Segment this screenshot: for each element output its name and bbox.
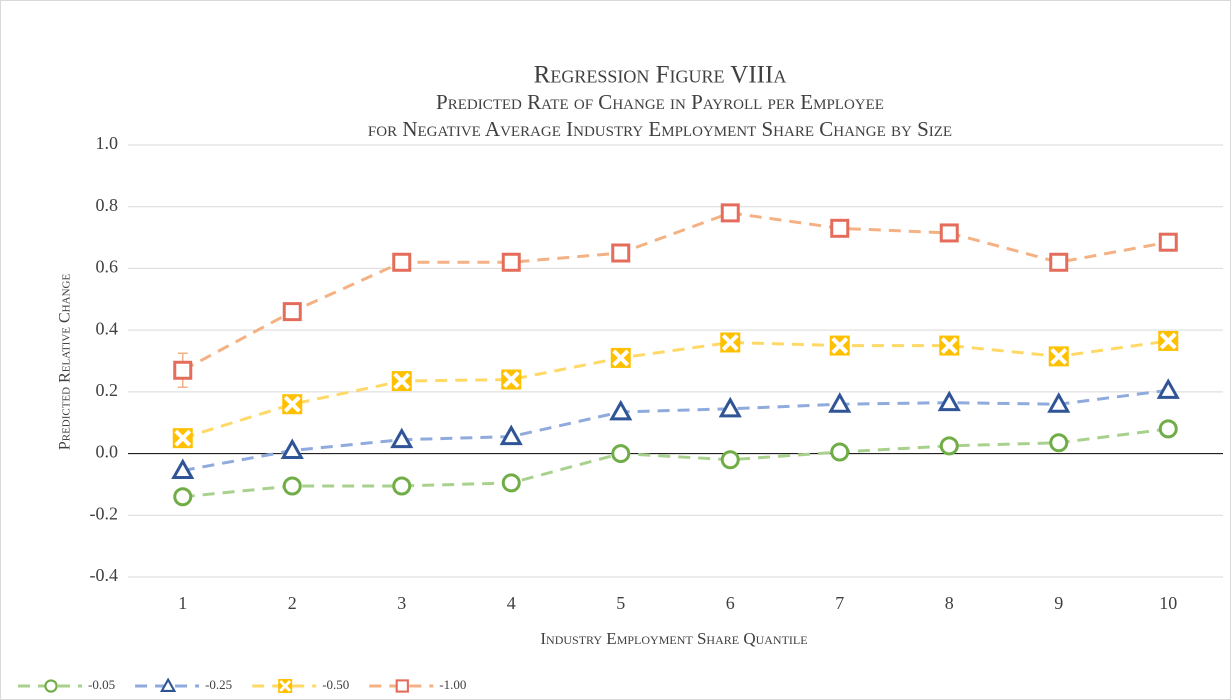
marker (611, 243, 631, 263)
marker (282, 476, 302, 496)
marker (1158, 330, 1179, 351)
marker (501, 473, 521, 493)
legend-label: -0.05 (88, 677, 115, 692)
series-line (182, 211, 1169, 372)
marker (1049, 433, 1069, 453)
legend-label: -0.25 (205, 677, 232, 692)
marker-cross (279, 680, 292, 692)
marker (391, 371, 412, 392)
y-tick-label: 0.6 (96, 257, 119, 277)
marker (501, 252, 521, 272)
marker (939, 223, 959, 243)
marker (718, 396, 742, 418)
marker (720, 332, 741, 353)
marker (1158, 232, 1178, 252)
marker (828, 392, 852, 413)
y-tick-label: 1.0 (96, 133, 119, 153)
marker (609, 399, 633, 421)
marker (1048, 346, 1069, 367)
marker (392, 252, 412, 272)
x-tick-label: 4 (507, 593, 516, 613)
marker (1049, 252, 1069, 272)
marker (282, 302, 302, 322)
legend-item: -0.25 (135, 677, 232, 692)
x-tick-label: 9 (1054, 593, 1063, 613)
marker (610, 347, 631, 368)
chart-title: Regression Figure VIIIa (534, 62, 787, 89)
marker (278, 679, 293, 693)
x-axis-label: Industry Employment Share Quantile (540, 629, 807, 648)
marker-cross (1159, 332, 1177, 350)
marker (720, 203, 740, 223)
legend-label: -1.00 (439, 677, 466, 692)
x-tick-label: 10 (1159, 593, 1177, 613)
marker (282, 394, 303, 415)
x-tick-label: 3 (397, 593, 406, 613)
marker-cross (174, 429, 192, 447)
marker (172, 428, 193, 449)
y-tick-label: 0.8 (96, 195, 119, 215)
marker (395, 679, 409, 693)
y-axis-label: Predicted Relative Change (57, 274, 74, 451)
marker (829, 335, 850, 356)
marker-cross (393, 372, 411, 390)
chart-subtitle: Predicted Rate of Change in Payroll per … (436, 90, 884, 114)
x-tick-label: 1 (178, 593, 187, 613)
marker (939, 335, 960, 356)
marker (501, 369, 522, 390)
marker (173, 360, 193, 380)
marker-cross (502, 371, 520, 388)
marker (1047, 392, 1071, 413)
chart-subtitle: for Negative Average Industry Employment… (368, 117, 952, 141)
grid: 1.0 0.8 0.6 0.4 0.2 0.0 -0.2 -0.4 1 2 3 4 5 6 7 8 9 10 (90, 133, 1223, 613)
marker (830, 442, 850, 462)
marker (392, 476, 412, 496)
series-line (182, 339, 1169, 440)
marker-cross (721, 334, 739, 351)
legend-label: -0.50 (322, 677, 349, 692)
y-tick-label: -0.4 (90, 565, 119, 585)
y-tick-label: 0.2 (96, 380, 119, 400)
marker-cross (283, 395, 301, 413)
legend-item: -0.50 (252, 677, 349, 693)
marker-cross (940, 337, 958, 354)
marker (939, 436, 959, 456)
marker (611, 444, 631, 464)
series-line (182, 388, 1169, 473)
legend: -0.05 -0.25 -0.50 -1.00 (18, 677, 466, 693)
y-tick-label: -0.2 (90, 503, 119, 523)
marker-cross (831, 337, 849, 354)
marker (173, 487, 193, 507)
marker (280, 438, 304, 459)
legend-item: -1.00 (369, 677, 466, 693)
series-line (182, 427, 1169, 499)
x-tick-label: 5 (616, 593, 625, 613)
marker (171, 458, 195, 480)
marker (830, 218, 850, 238)
x-tick-label: 2 (288, 593, 297, 613)
marker (720, 450, 740, 470)
marker (937, 390, 961, 412)
marker (159, 677, 177, 692)
marker (390, 427, 414, 449)
marker (1156, 378, 1180, 399)
x-tick-label: 7 (835, 593, 844, 613)
y-tick-label: 0.0 (96, 442, 119, 462)
marker (499, 424, 523, 446)
series-layer (171, 203, 1180, 507)
y-tick-label: 0.4 (96, 318, 119, 338)
x-tick-label: 8 (945, 593, 954, 613)
marker-cross (1050, 347, 1068, 365)
legend-item: -0.05 (18, 677, 115, 693)
marker (1158, 419, 1178, 439)
x-tick-label: 6 (726, 593, 735, 613)
marker-cross (612, 349, 630, 367)
marker (44, 679, 58, 693)
